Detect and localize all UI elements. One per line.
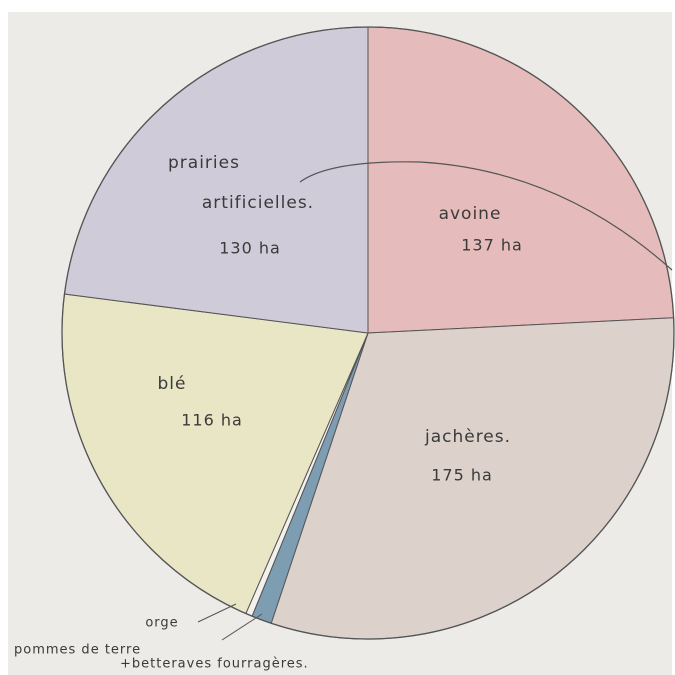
- labels: avoine 137 ha jachères. 175 ha pommes de ter…: [14, 153, 523, 672]
- leader-line: [197, 603, 237, 623]
- pie: [61, 26, 675, 640]
- pencil-curve: [299, 161, 673, 271]
- pie-outline: [61, 26, 675, 640]
- slice-label: artificielles.: [202, 193, 314, 213]
- leader-line: [221, 613, 263, 641]
- value-label: 137 ha: [461, 236, 523, 255]
- value-label: 116 ha: [181, 411, 243, 430]
- slice-label: avoine: [439, 204, 502, 224]
- value-label: 175 ha: [431, 466, 493, 485]
- slice-label: blé: [158, 374, 187, 394]
- value-label: 130 ha: [219, 239, 281, 258]
- slice-label: prairies: [168, 153, 240, 173]
- slice-label: orge: [145, 616, 178, 631]
- slice-label: jachères.: [424, 427, 511, 447]
- slice-label: pommes de terre: [14, 643, 141, 658]
- slice-label: +betteraves fourragères.: [120, 657, 309, 672]
